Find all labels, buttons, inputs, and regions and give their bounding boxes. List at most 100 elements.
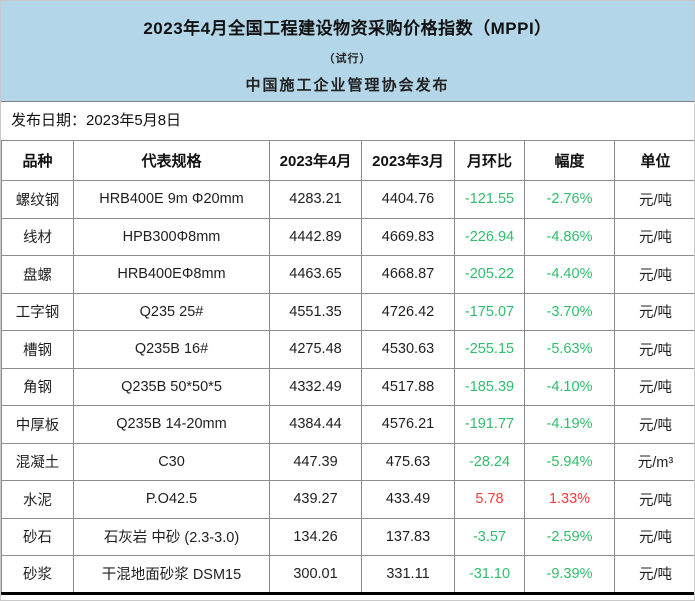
mom-change: -205.22 — [454, 255, 525, 294]
mom-change: -175.07 — [454, 292, 525, 331]
price-march: 4517.88 — [361, 367, 455, 406]
price-march: 331.11 — [361, 555, 455, 594]
pct-change: -4.40% — [524, 255, 615, 294]
table-row: 中厚板 Q235B 14-20mm 4384.44 4576.21 -191.77 -4.… — [1, 405, 694, 444]
table-row: 盘螺 HRB400EΦ8mm 4463.65 4668.87 -205.22 -4.40%… — [1, 255, 694, 294]
price-march: 4726.42 — [361, 292, 455, 331]
mom-change: -191.77 — [454, 405, 525, 444]
price-march: 4530.63 — [361, 330, 455, 369]
unit: 元/吨 — [614, 180, 694, 219]
col-header-april: 2023年4月 — [269, 140, 362, 181]
unit: 元/吨 — [614, 255, 694, 294]
price-march: 475.63 — [361, 442, 455, 481]
price-march: 4576.21 — [361, 405, 455, 444]
product-name: 槽钢 — [1, 330, 74, 369]
mom-change: -3.57 — [454, 517, 525, 556]
price-april: 447.39 — [269, 442, 362, 481]
pct-change: -4.10% — [524, 367, 615, 406]
price-march: 137.83 — [361, 517, 455, 556]
unit: 元/吨 — [614, 217, 694, 256]
table-body: 螺纹钢 HRB400E 9m Φ20mm 4283.21 4404.76 -121.55… — [1, 180, 694, 594]
mom-change: -121.55 — [454, 180, 525, 219]
spec: HRB400EΦ8mm — [73, 255, 270, 294]
product-name: 盘螺 — [1, 255, 74, 294]
page-title: 2023年4月全国工程建设物资采购价格指数（MPPI） — [143, 19, 552, 38]
unit: 元/吨 — [614, 292, 694, 331]
product-name: 角钢 — [1, 367, 74, 406]
trial-subtitle: （试行） — [323, 53, 372, 65]
table-header: 品种 代表规格 2023年4月 2023年3月 月环比 幅度 单位 — [1, 140, 694, 181]
table-row: 线材 HPB300Φ8mm 4442.89 4669.83 -226.94 -4.86% 元… — [1, 217, 694, 256]
col-header-march: 2023年3月 — [361, 140, 455, 181]
price-march: 4404.76 — [361, 180, 455, 219]
table-row: 砂石 石灰岩 中砂 (2.3-3.0) 134.26 137.83 -3.57 -2.59… — [1, 517, 694, 556]
spec: C30 — [73, 442, 270, 481]
unit: 元/m³ — [614, 442, 694, 481]
col-header-product: 品种 — [1, 140, 74, 181]
price-march: 4669.83 — [361, 217, 455, 256]
price-april: 4275.48 — [269, 330, 362, 369]
price-april: 300.01 — [269, 555, 362, 594]
unit: 元/吨 — [614, 330, 694, 369]
table-row: 螺纹钢 HRB400E 9m Φ20mm 4283.21 4404.76 -121.55… — [1, 180, 694, 219]
spec: Q235 25# — [73, 292, 270, 331]
spec: Q235B 16# — [73, 330, 270, 369]
price-april: 4283.21 — [269, 180, 362, 219]
spec: HRB400E 9m Φ20mm — [73, 180, 270, 219]
mom-change: -28.24 — [454, 442, 525, 481]
pct-change: -9.39% — [524, 555, 615, 594]
col-header-mom-change: 月环比 — [454, 140, 525, 181]
mom-change: -31.10 — [454, 555, 525, 594]
price-april: 134.26 — [269, 517, 362, 556]
unit: 元/吨 — [614, 405, 694, 444]
mom-change: 5.78 — [454, 480, 525, 519]
product-name: 砂石 — [1, 517, 74, 556]
price-april: 4551.35 — [269, 292, 362, 331]
pct-change: -4.86% — [524, 217, 615, 256]
price-march: 433.49 — [361, 480, 455, 519]
product-name: 混凝土 — [1, 442, 74, 481]
pct-change: -5.94% — [524, 442, 615, 481]
spec: Q235B 50*50*5 — [73, 367, 270, 406]
table-row: 混凝土 C30 447.39 475.63 -28.24 -5.94% 元/m³ — [1, 442, 694, 481]
pct-change: -2.76% — [524, 180, 615, 219]
price-april: 4384.44 — [269, 405, 362, 444]
table-row: 槽钢 Q235B 16# 4275.48 4530.63 -255.15 -5.63% 元/… — [1, 330, 694, 369]
release-date-row: 发布日期：2023年5月8日 — [1, 102, 694, 140]
product-name: 中厚板 — [1, 405, 74, 444]
col-header-unit: 单位 — [614, 140, 694, 181]
product-name: 砂浆 — [1, 555, 74, 594]
product-name: 工字钢 — [1, 292, 74, 331]
product-name: 水泥 — [1, 480, 74, 519]
spec: Q235B 14-20mm — [73, 405, 270, 444]
pct-change: -2.59% — [524, 517, 615, 556]
price-april: 4332.49 — [269, 367, 362, 406]
table-row: 砂浆 干混地面砂浆 DSM15 300.01 331.11 -31.10 -9.39% 元/… — [1, 555, 694, 594]
price-march: 4668.87 — [361, 255, 455, 294]
unit: 元/吨 — [614, 367, 694, 406]
table-row: 工字钢 Q235 25# 4551.35 4726.42 -175.07 -3.70% 元/… — [1, 292, 694, 331]
publisher-line: 中国施工企业管理协会发布 — [245, 78, 450, 94]
announcement-header: 2023年4月全国工程建设物资采购价格指数（MPPI） （试行） 中国施工企业管… — [1, 1, 694, 102]
unit: 元/吨 — [614, 555, 694, 594]
pct-change: -5.63% — [524, 330, 615, 369]
pct-change: 1.33% — [524, 480, 615, 519]
table-row: 水泥 P.O42.5 439.27 433.49 5.78 1.33% 元/吨 — [1, 480, 694, 519]
spec: 石灰岩 中砂 (2.3-3.0) — [73, 517, 270, 556]
table-row: 角钢 Q235B 50*50*5 4332.49 4517.88 -185.39 -4.1… — [1, 367, 694, 406]
spec: P.O42.5 — [73, 480, 270, 519]
pct-change: -3.70% — [524, 292, 615, 331]
price-april: 4442.89 — [269, 217, 362, 256]
product-name: 线材 — [1, 217, 74, 256]
price-april: 4463.65 — [269, 255, 362, 294]
pct-change: -4.19% — [524, 405, 615, 444]
unit: 元/吨 — [614, 480, 694, 519]
col-header-spec: 代表规格 — [73, 140, 270, 181]
mom-change: -226.94 — [454, 217, 525, 256]
price-index-table: 品种 代表规格 2023年4月 2023年3月 月环比 幅度 单位 螺纹钢 HRB… — [1, 140, 694, 595]
unit: 元/吨 — [614, 517, 694, 556]
mom-change: -185.39 — [454, 367, 525, 406]
mom-change: -255.15 — [454, 330, 525, 369]
header-row: 品种 代表规格 2023年4月 2023年3月 月环比 幅度 单位 — [1, 140, 694, 181]
